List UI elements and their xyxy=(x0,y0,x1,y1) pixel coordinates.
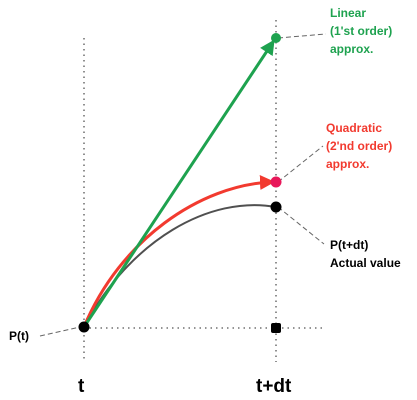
quadratic-label-line-1: Quadratic xyxy=(326,121,383,135)
leader-start xyxy=(39,326,81,337)
linear-approx-arrow xyxy=(82,39,275,328)
linear-label-line-2: (1'st order) xyxy=(330,24,393,38)
leader-actual xyxy=(277,206,325,245)
axis-label-t: t xyxy=(78,376,85,397)
actual-point xyxy=(270,201,282,213)
actual-label: P(t+dt) Actual value xyxy=(330,236,401,272)
quadratic-point xyxy=(270,176,282,188)
linear-label-line-3: approx. xyxy=(330,42,374,56)
quadratic-label: Quadratic (2'nd order) approx. xyxy=(326,119,392,173)
quadratic-label-line-3: approx. xyxy=(326,157,370,171)
actual-curve xyxy=(83,204,277,328)
axis-label-t-dt: t+dt xyxy=(256,376,292,397)
start-label: P(t) xyxy=(9,329,29,343)
baseline-end-point xyxy=(271,323,281,333)
linear-label-line-1: Linear xyxy=(330,6,367,20)
actual-label-line-2: Actual value xyxy=(330,256,401,270)
leader-linear xyxy=(277,33,327,39)
linear-label: Linear (1'st order) approx. xyxy=(330,4,392,58)
actual-label-line-1: P(t+dt) xyxy=(330,238,369,252)
quadratic-approx-arrow xyxy=(82,175,275,328)
leader-quadratic xyxy=(277,145,324,183)
quadratic-label-line-2: (2'nd order) xyxy=(326,139,393,153)
linear-point xyxy=(271,33,281,43)
start-point xyxy=(78,321,90,333)
